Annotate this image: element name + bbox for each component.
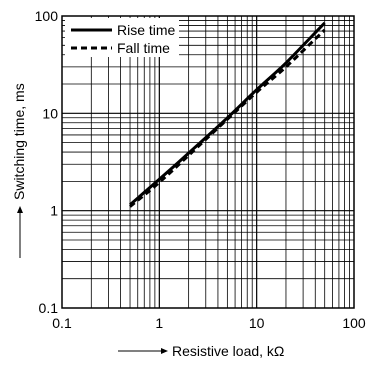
x-tick-label: 100 <box>342 315 366 331</box>
legend: Rise time Fall time <box>65 18 179 57</box>
legend-background <box>65 18 179 57</box>
y-tick-label: 10 <box>42 105 58 121</box>
plot-frame <box>61 15 355 309</box>
x-tick-label: 1 <box>155 315 163 331</box>
x-axis-title: Resistive load, kΩ <box>172 343 284 359</box>
x-tick-labels: 0.1 1 10 100 <box>52 315 366 331</box>
grid <box>62 16 354 308</box>
y-tick-label: 0.1 <box>39 300 59 316</box>
y-tick-labels: 0.1 1 10 100 <box>35 8 59 316</box>
y-axis-title: Switching time, ms <box>11 83 27 200</box>
x-tick-label: 0.1 <box>52 315 72 331</box>
legend-label-fall-time: Fall time <box>117 40 170 56</box>
x-tick-label: 10 <box>249 315 265 331</box>
legend-label-rise-time: Rise time <box>117 22 176 38</box>
series-line-fall-time <box>129 28 326 208</box>
y-axis-arrow-head <box>17 206 23 213</box>
y-tick-label: 100 <box>35 8 59 24</box>
y-tick-label: 1 <box>50 203 58 219</box>
series-group <box>129 21 326 208</box>
x-axis-arrow-head <box>161 348 168 354</box>
